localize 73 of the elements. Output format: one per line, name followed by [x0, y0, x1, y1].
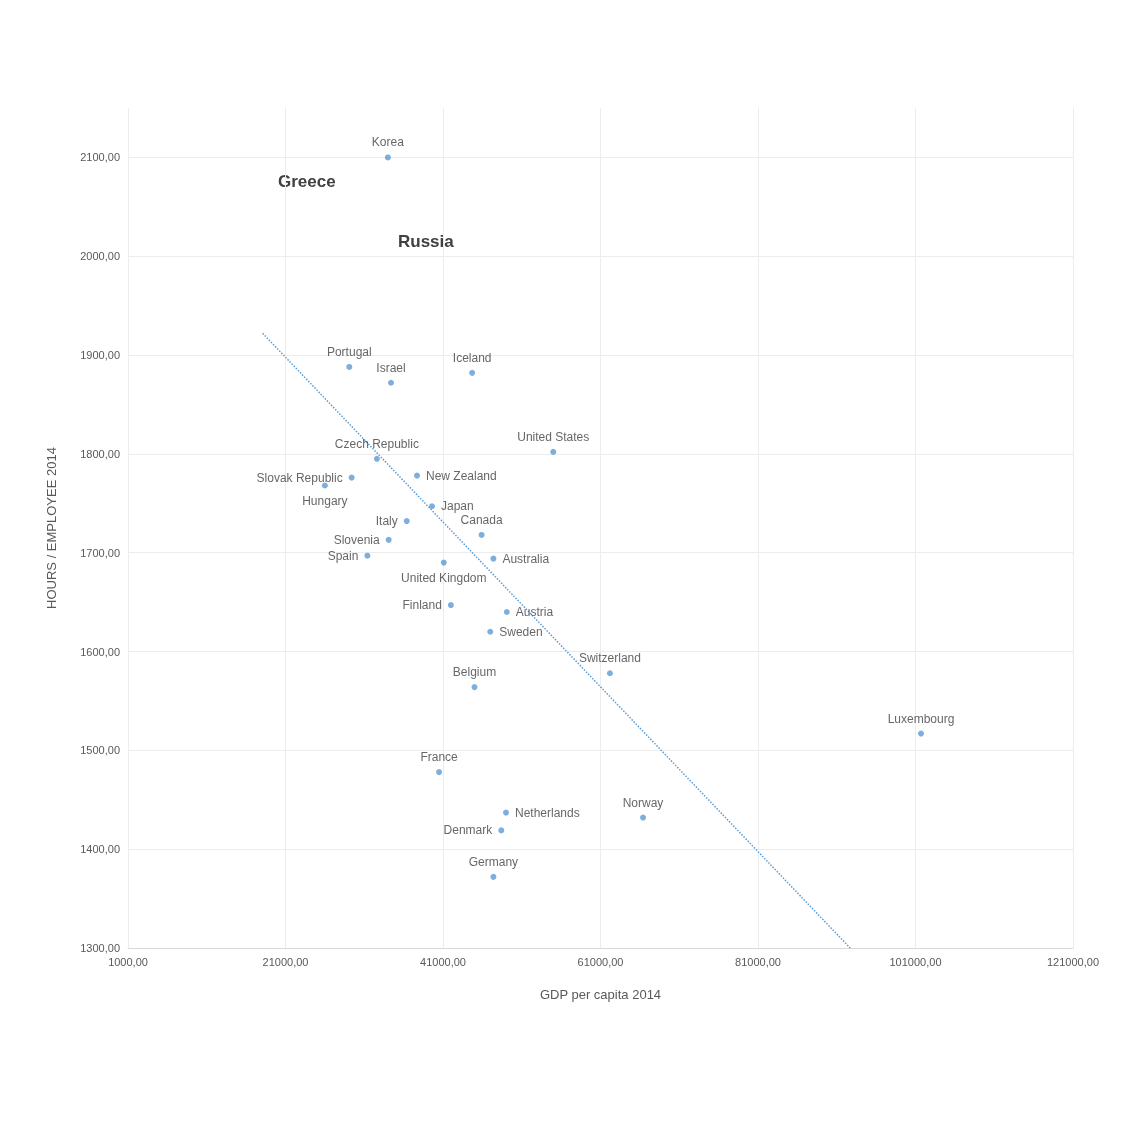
point [428, 503, 435, 510]
series-label: Sweden [499, 624, 543, 639]
series-label: United Kingdom [401, 570, 487, 585]
point [503, 609, 510, 615]
y-tick-label: 1600,00 [80, 645, 120, 658]
point [640, 814, 647, 821]
annotation: Russia [398, 232, 455, 251]
point [440, 559, 447, 566]
point [487, 628, 494, 635]
series-label: Hungary [302, 493, 348, 508]
y-axis-title: HOURS / EMPLOYEE 2014 [44, 447, 59, 609]
point [447, 602, 454, 609]
point [490, 555, 497, 562]
point [388, 379, 395, 386]
point [348, 474, 355, 481]
point [436, 769, 443, 776]
point [403, 518, 410, 525]
series-label: Switzerland [578, 651, 641, 666]
point [918, 730, 925, 737]
y-tick-label: 1700,00 [80, 546, 120, 559]
series-label: Iceland [452, 350, 492, 365]
series-label: Luxembourg [887, 711, 955, 726]
series-label: Austria [515, 605, 554, 619]
x-tick-label: 101000,00 [889, 955, 942, 968]
point [346, 363, 353, 370]
series-label: United States [517, 429, 590, 444]
x-tick-label: 61000,00 [577, 955, 624, 968]
x-tick-label: 121000,00 [1047, 955, 1099, 968]
series-label: Israel [376, 360, 406, 375]
series-label: Czech Republic [334, 436, 419, 451]
y-tick-label: 1500,00 [80, 744, 120, 757]
series-label: Japan [440, 499, 474, 514]
y-tick-label: 2000,00 [80, 250, 120, 263]
x-tick-label: 41000,00 [420, 955, 466, 968]
series-label: Denmark [443, 823, 494, 838]
point [490, 873, 497, 880]
series-label: Portugal [326, 344, 372, 359]
point [469, 369, 476, 376]
y-tick-label: 1800,00 [80, 447, 120, 460]
point [373, 455, 380, 462]
series-label: Slovak Republic [256, 470, 343, 485]
annotation: Greece [278, 172, 336, 191]
series-label: Norway [622, 795, 664, 810]
series-label: Korea [371, 135, 405, 150]
series-label: New Zealand [426, 468, 497, 483]
x-tick-label: 81000,00 [735, 955, 781, 968]
point [503, 809, 509, 816]
x-tick-label: 21000,00 [262, 955, 309, 968]
point [606, 670, 613, 677]
point [550, 448, 557, 455]
series-label: Australia [502, 551, 550, 566]
series-label: Germany [468, 854, 519, 869]
point [384, 154, 391, 161]
y-tick-label: 1300,00 [80, 942, 120, 954]
y-tick-label: 2100,00 [80, 151, 120, 164]
y-tick-label: 1400,00 [80, 843, 120, 856]
point [498, 827, 505, 834]
point [385, 536, 392, 543]
series-label: Spain [327, 548, 359, 563]
series-label: Canada [460, 512, 503, 527]
x-axis-title: GDP per capita 2014 [539, 987, 662, 1002]
series-label: Netherlands [515, 805, 580, 820]
series-label: Italy [375, 514, 398, 529]
point [471, 684, 478, 691]
point [364, 552, 371, 559]
point [478, 531, 485, 538]
series-label: Slovenia [333, 532, 380, 547]
point [414, 472, 421, 479]
y-tick-label: 1900,00 [80, 349, 120, 362]
series-label: Belgium [452, 665, 497, 680]
series-label: Finland [402, 598, 442, 613]
x-tick-label: 1000,00 [108, 955, 148, 968]
series-label: France [420, 750, 459, 765]
